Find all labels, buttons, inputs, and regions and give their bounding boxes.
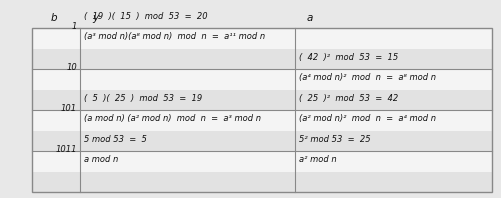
Text: (a³ mod n)(a⁸ mod n)  mod  n  =  a¹¹ mod n: (a³ mod n)(a⁸ mod n) mod n = a¹¹ mod n: [84, 32, 265, 41]
Text: a² mod n: a² mod n: [299, 155, 336, 164]
Text: 10: 10: [66, 63, 77, 72]
Text: 1: 1: [72, 22, 77, 31]
Bar: [32, 151, 491, 171]
Text: y: y: [92, 13, 98, 23]
Text: (  42  )²  mod  53  =  15: ( 42 )² mod 53 = 15: [299, 53, 397, 62]
Text: a: a: [307, 13, 313, 23]
Bar: [32, 89, 491, 110]
Bar: [32, 49, 491, 69]
Bar: [32, 130, 491, 151]
Text: (a⁴ mod n)²  mod  n  =  a⁸ mod n: (a⁴ mod n)² mod n = a⁸ mod n: [299, 73, 435, 82]
Bar: [32, 110, 491, 130]
Bar: [32, 69, 491, 89]
Text: (  5  )(  25  )  mod  53  =  19: ( 5 )( 25 ) mod 53 = 19: [84, 94, 202, 103]
Text: (  25  )²  mod  53  =  42: ( 25 )² mod 53 = 42: [299, 94, 397, 103]
Bar: [32, 28, 491, 49]
Text: 5 mod 53  =  5: 5 mod 53 = 5: [84, 135, 147, 144]
Text: (  19  )(  15  )  mod  53  =  20: ( 19 )( 15 ) mod 53 = 20: [84, 12, 207, 21]
Text: (a mod n) (a² mod n)  mod  n  =  a³ mod n: (a mod n) (a² mod n) mod n = a³ mod n: [84, 114, 261, 123]
Bar: [32, 28, 491, 192]
Text: (a² mod n)²  mod  n  =  a⁴ mod n: (a² mod n)² mod n = a⁴ mod n: [299, 114, 435, 123]
Text: 1011: 1011: [56, 145, 77, 154]
Text: b: b: [51, 13, 57, 23]
Text: 5² mod 53  =  25: 5² mod 53 = 25: [299, 135, 370, 144]
Text: a mod n: a mod n: [84, 155, 118, 164]
Text: 101: 101: [61, 104, 77, 113]
Bar: [32, 171, 491, 192]
